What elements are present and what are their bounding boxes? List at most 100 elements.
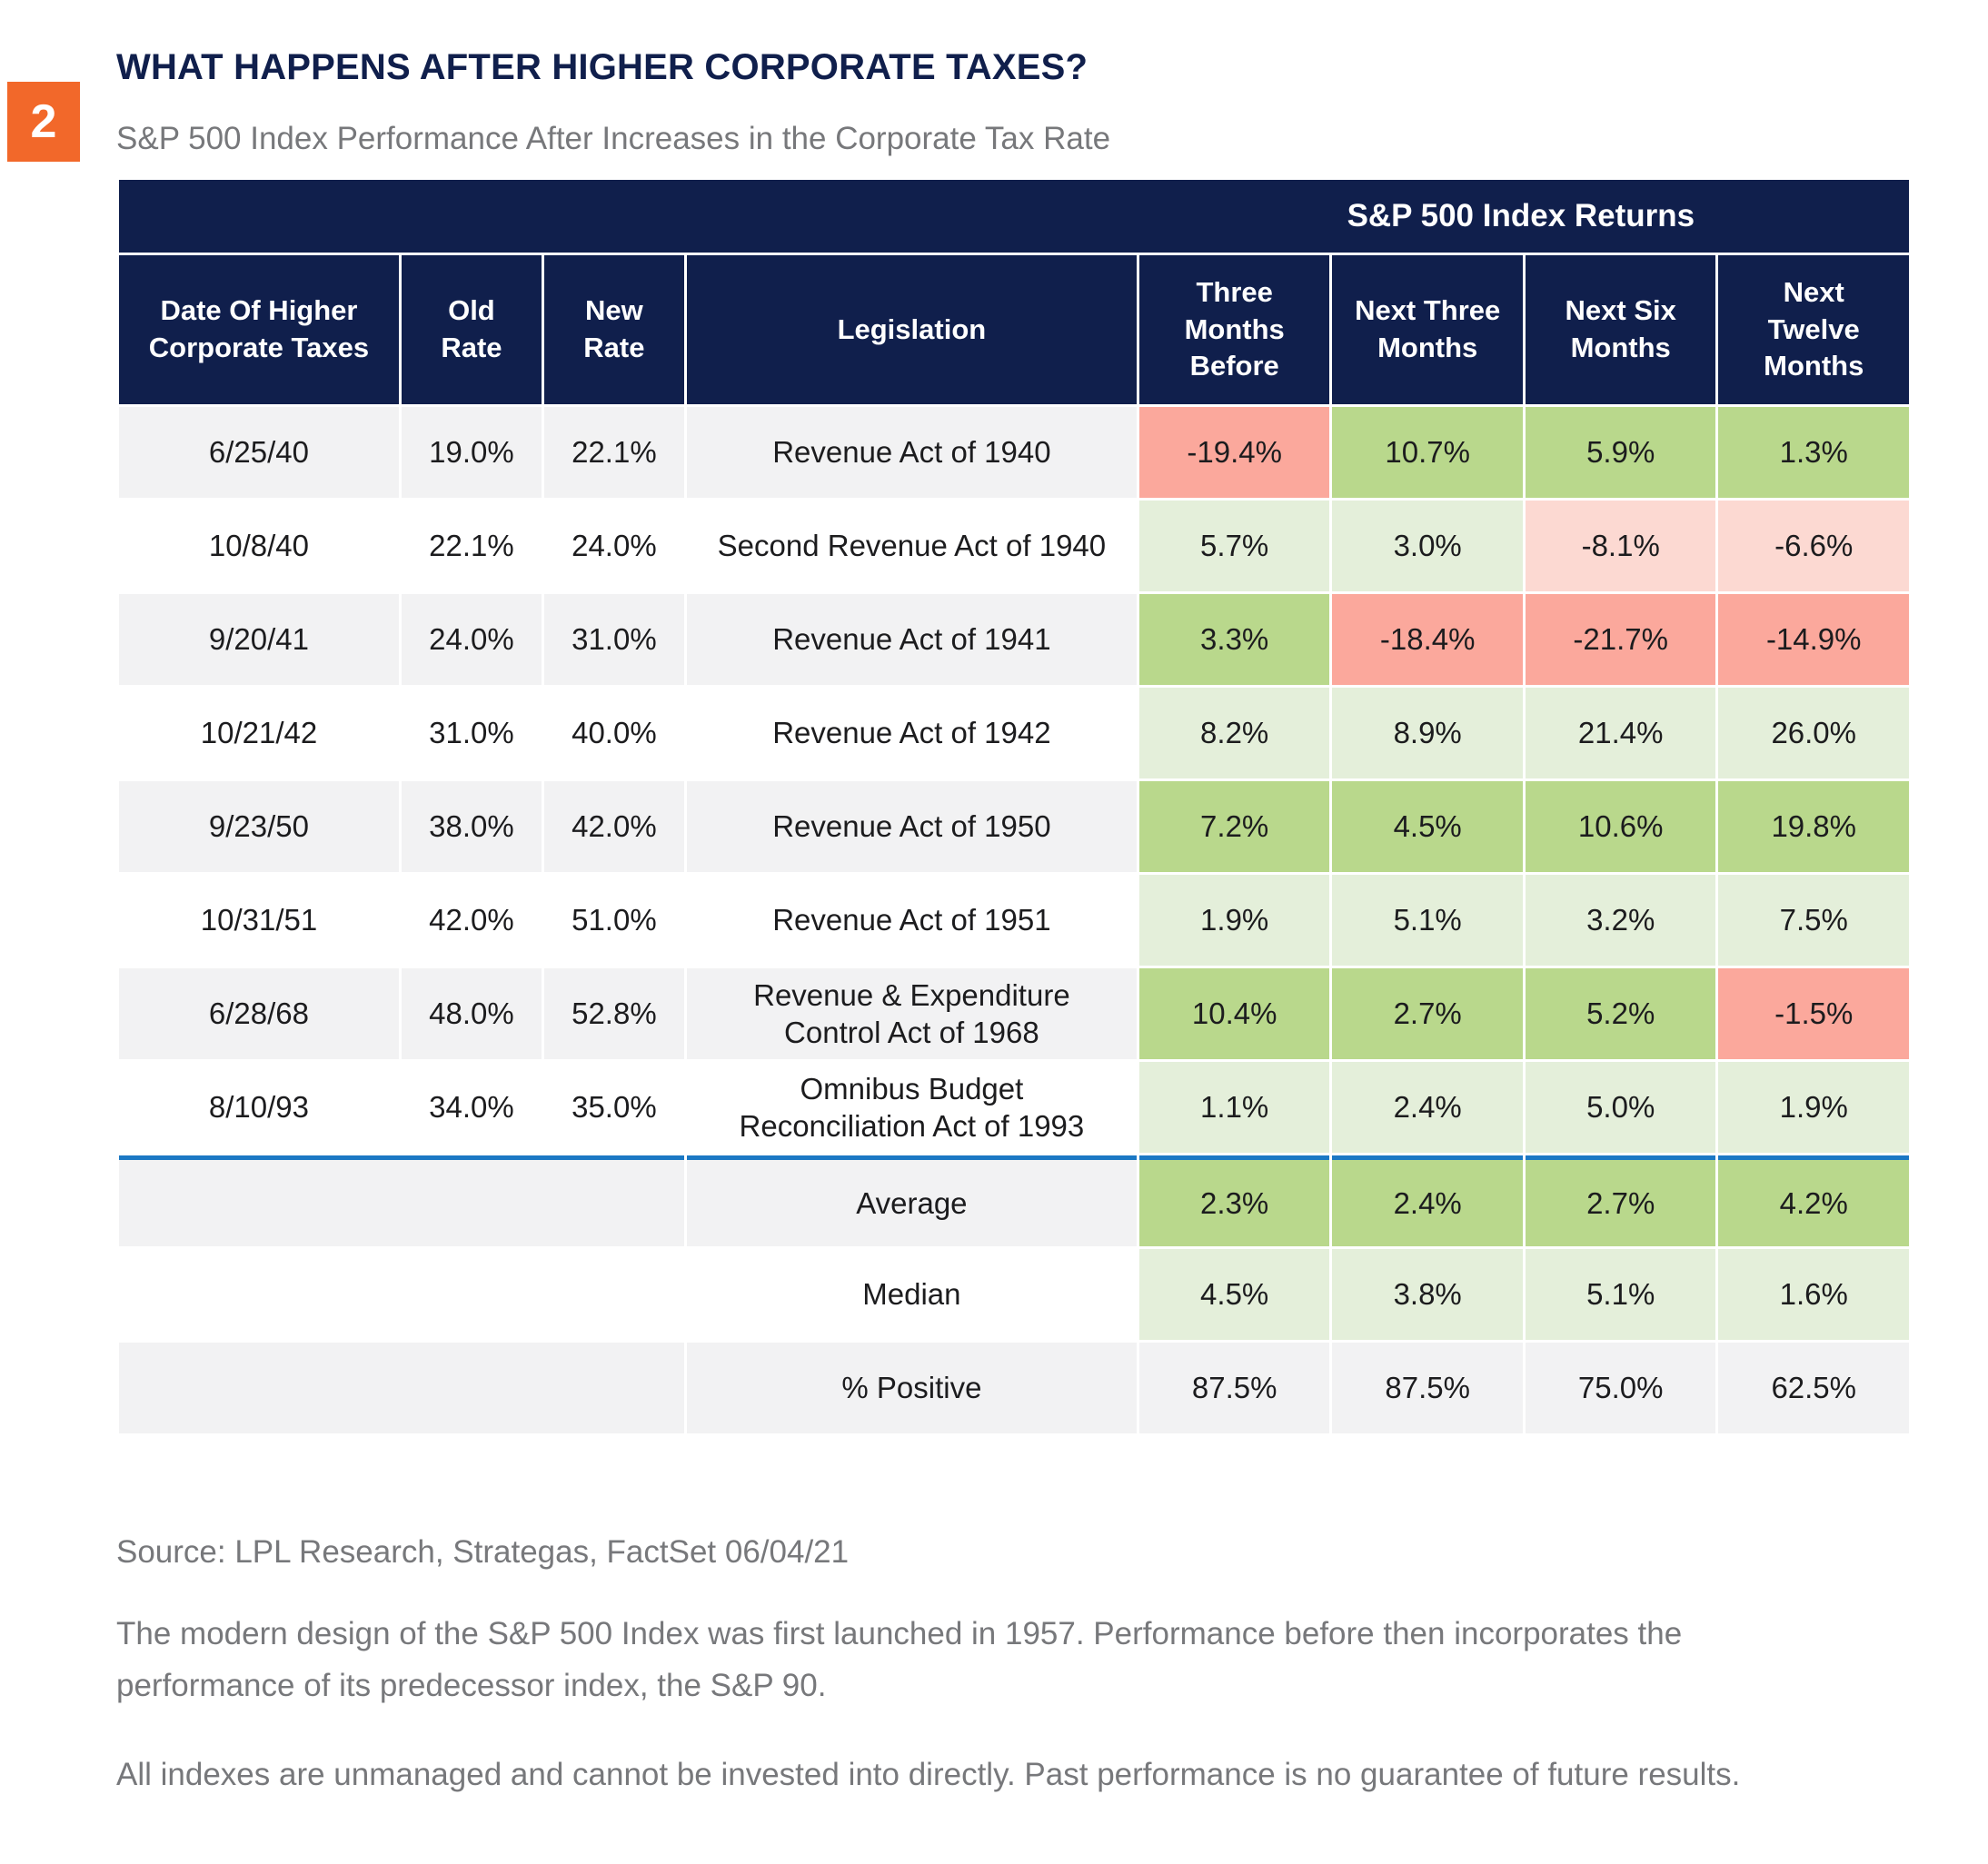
return-cell: 1.1% — [1138, 1062, 1330, 1153]
col-header-next-six-months: Next Six Months — [1525, 255, 1716, 404]
new-rate-cell: 52.8% — [543, 968, 684, 1059]
return-cell: 26.0% — [1718, 688, 1909, 778]
summary-row: Average 2.3% 2.4% 2.7% 4.2% — [119, 1155, 1909, 1246]
summary-label-cell: Average — [686, 1155, 1137, 1246]
return-cell: 1.9% — [1138, 875, 1330, 966]
return-cell: 2.7% — [1332, 968, 1523, 1059]
return-cell: 3.3% — [1138, 594, 1330, 685]
return-cell: 3.0% — [1332, 501, 1523, 591]
return-cell: 5.9% — [1525, 407, 1716, 498]
legislation-cell: Omnibus Budget Reconciliation Act of 199… — [686, 1062, 1137, 1153]
return-cell: 5.7% — [1138, 501, 1330, 591]
return-cell: 3.2% — [1525, 875, 1716, 966]
col-header-three-months-before: Three Months Before — [1138, 255, 1330, 404]
return-cell: 10.4% — [1138, 968, 1330, 1059]
return-cell: 87.5% — [1332, 1343, 1523, 1433]
return-cell: 2.7% — [1525, 1155, 1716, 1246]
old-rate-cell: 34.0% — [401, 1062, 542, 1153]
column-header-row: Date Of Higher Corporate Taxes Old Rate … — [119, 255, 1909, 404]
return-cell: 7.2% — [1138, 781, 1330, 872]
span-header-row: S&P 500 Index Returns — [119, 180, 1909, 253]
old-rate-cell: 48.0% — [401, 968, 542, 1059]
legislation-cell: Revenue Act of 1950 — [686, 781, 1137, 872]
return-cell: 75.0% — [1525, 1343, 1716, 1433]
return-cell: 2.4% — [1332, 1062, 1523, 1153]
source-text: Source: LPL Research, Strategas, FactSet… — [116, 1534, 850, 1570]
return-cell: 5.2% — [1525, 968, 1716, 1059]
summary-label-cell: Median — [686, 1249, 1137, 1340]
legislation-cell: Revenue Act of 1940 — [686, 407, 1137, 498]
new-rate-cell: 31.0% — [543, 594, 684, 685]
legislation-cell: Revenue & Expenditure Control Act of 196… — [686, 968, 1137, 1059]
new-rate-cell: 35.0% — [543, 1062, 684, 1153]
return-cell: 7.5% — [1718, 875, 1909, 966]
new-rate-cell: 22.1% — [543, 407, 684, 498]
date-cell: 10/31/51 — [119, 875, 399, 966]
table-row: 9/23/50 38.0% 42.0% Revenue Act of 1950 7.2%… — [119, 781, 1909, 872]
summary-row: Median 4.5% 3.8% 5.1% 1.6% — [119, 1249, 1909, 1340]
return-cell: 10.6% — [1525, 781, 1716, 872]
date-cell: 9/20/41 — [119, 594, 399, 685]
new-rate-cell: 24.0% — [543, 501, 684, 591]
summary-row: % Positive 87.5% 87.5% 75.0% 62.5% — [119, 1343, 1909, 1433]
return-cell: 4.2% — [1718, 1155, 1909, 1246]
return-cell: 8.2% — [1138, 688, 1330, 778]
footnote-disclaimer: All indexes are unmanaged and cannot be … — [116, 1757, 1741, 1793]
table-row: 6/25/40 19.0% 22.1% Revenue Act of 1940 -19.… — [119, 407, 1909, 498]
return-cell: 5.1% — [1332, 875, 1523, 966]
return-cell: 1.3% — [1718, 407, 1909, 498]
date-cell: 6/28/68 — [119, 968, 399, 1059]
returns-table: S&P 500 Index Returns Date Of Higher Cor… — [116, 177, 1912, 1436]
return-cell: 10.7% — [1332, 407, 1523, 498]
col-header-next-twelve-months: Next Twelve Months — [1718, 255, 1909, 404]
return-cell: 4.5% — [1138, 1249, 1330, 1340]
new-rate-cell: 42.0% — [543, 781, 684, 872]
return-cell: 19.8% — [1718, 781, 1909, 872]
col-header-old-rate: Old Rate — [401, 255, 542, 404]
return-cell: 87.5% — [1138, 1343, 1330, 1433]
figure-number-badge: 2 — [7, 82, 80, 162]
return-cell: -14.9% — [1718, 594, 1909, 685]
summary-blank-cell — [119, 1343, 684, 1433]
return-cell: -1.5% — [1718, 968, 1909, 1059]
return-cell: 3.8% — [1332, 1249, 1523, 1340]
span-header-cell: S&P 500 Index Returns — [119, 180, 1909, 253]
return-cell: 1.9% — [1718, 1062, 1909, 1153]
date-cell: 6/25/40 — [119, 407, 399, 498]
return-cell: -8.1% — [1525, 501, 1716, 591]
return-cell: -6.6% — [1718, 501, 1909, 591]
new-rate-cell: 51.0% — [543, 875, 684, 966]
old-rate-cell: 24.0% — [401, 594, 542, 685]
table-row: 9/20/41 24.0% 31.0% Revenue Act of 1941 3.3%… — [119, 594, 1909, 685]
date-cell: 8/10/93 — [119, 1062, 399, 1153]
return-cell: -18.4% — [1332, 594, 1523, 685]
legislation-cell: Second Revenue Act of 1940 — [686, 501, 1137, 591]
return-cell: -21.7% — [1525, 594, 1716, 685]
return-cell: 5.0% — [1525, 1062, 1716, 1153]
col-header-legislation: Legislation — [686, 255, 1137, 404]
col-header-next-three-months: Next Three Months — [1332, 255, 1523, 404]
old-rate-cell: 42.0% — [401, 875, 542, 966]
table-row: 10/21/42 31.0% 40.0% Revenue Act of 1942 8.2… — [119, 688, 1909, 778]
return-cell: 8.9% — [1332, 688, 1523, 778]
date-cell: 10/8/40 — [119, 501, 399, 591]
summary-blank-cell — [119, 1249, 684, 1340]
return-cell: 2.4% — [1332, 1155, 1523, 1246]
table-body: 6/25/40 19.0% 22.1% Revenue Act of 1940 -19.… — [119, 407, 1909, 1433]
date-cell: 9/23/50 — [119, 781, 399, 872]
legislation-cell: Revenue Act of 1941 — [686, 594, 1137, 685]
return-cell: 21.4% — [1525, 688, 1716, 778]
return-cell: 5.1% — [1525, 1249, 1716, 1340]
old-rate-cell: 31.0% — [401, 688, 542, 778]
return-cell: -19.4% — [1138, 407, 1330, 498]
table-row: 6/28/68 48.0% 52.8% Revenue & Expenditure C… — [119, 968, 1909, 1059]
span-header-label: S&P 500 Index Returns — [1347, 198, 1695, 233]
old-rate-cell: 19.0% — [401, 407, 542, 498]
legislation-cell: Revenue Act of 1942 — [686, 688, 1137, 778]
table-row: 10/31/51 42.0% 51.0% Revenue Act of 1951 1.9… — [119, 875, 1909, 966]
date-cell: 10/21/42 — [119, 688, 399, 778]
new-rate-cell: 40.0% — [543, 688, 684, 778]
old-rate-cell: 22.1% — [401, 501, 542, 591]
table-row: 10/8/40 22.1% 24.0% Second Revenue Act of 1… — [119, 501, 1909, 591]
return-cell: 62.5% — [1718, 1343, 1909, 1433]
